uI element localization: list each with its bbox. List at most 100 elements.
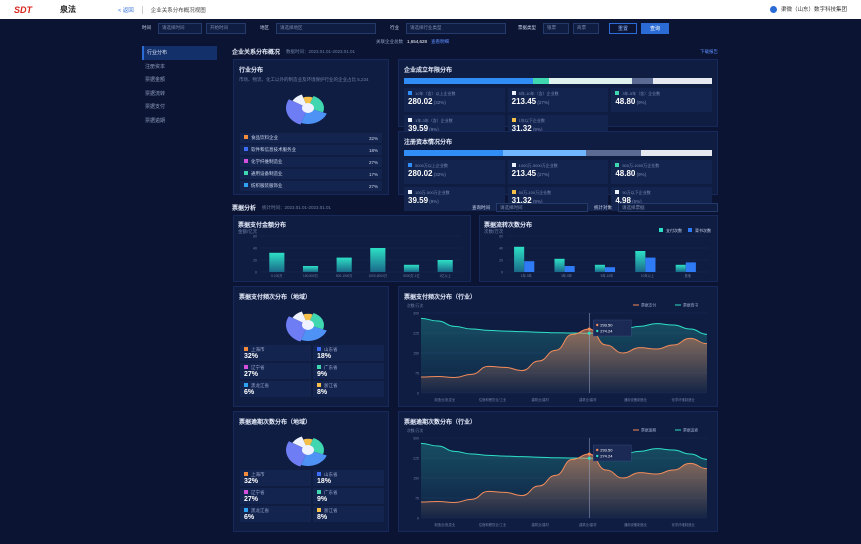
overdue-industry-title: 票据逾期次数分布（行业）	[404, 420, 477, 426]
industry-desc: 市场、物流、化工以外的制造业及环境保护行业的企业占比 5,234	[239, 77, 369, 82]
pay-amount-title: 票据支付金额分布	[238, 223, 287, 229]
stat-label-text: 500万-1000万企业数	[622, 163, 660, 168]
filter-label-bill-type: 票据类型	[518, 25, 536, 30]
brand-name: 泉法	[60, 5, 76, 14]
y-tick-label: 150	[413, 352, 419, 356]
stat-value: 280.02	[408, 97, 433, 106]
bill-time-select[interactable]: 请选择时间	[496, 203, 588, 212]
sidebar-item-industry[interactable]: 行业分布	[142, 46, 217, 60]
pay-region-title: 票据支付频次分布（地域）	[239, 295, 312, 301]
region-cell: 浙江省 8%	[313, 381, 384, 397]
x-tick-label: 建筑业/建材	[579, 397, 597, 402]
founded-stacked-bar	[404, 78, 712, 84]
sidebar-item-transfer[interactable]: 票据流转	[145, 90, 166, 97]
bar-seg	[585, 150, 642, 156]
series-line	[420, 317, 708, 335]
stat-value: 48.80	[615, 97, 636, 106]
transfer-unit: 次数/万次	[484, 229, 504, 234]
capital-title: 注册资本情况分布	[404, 140, 453, 146]
hover-point	[587, 331, 591, 335]
bill-filter-label-1: 查询时间	[472, 204, 490, 210]
y-tick-label: 0	[255, 271, 257, 275]
stat-percent: (9%)	[531, 199, 543, 204]
bill-object-select[interactable]: 请选择票据	[618, 203, 718, 212]
stat-label: 5000万以上企业数	[408, 163, 501, 169]
reset-button[interactable]: 重置	[609, 22, 638, 34]
transfer-panel: 票据流转次数分布 次数/万次 支付次数 背书次数 0 20 40 60 1年-3年 3年-…	[479, 215, 718, 282]
pie-center	[302, 445, 314, 455]
time-end-select[interactable]: 开始时间	[206, 22, 246, 34]
region-value: 32%	[244, 353, 259, 360]
region-cell: 上海市 32%	[240, 470, 311, 486]
series-line	[420, 453, 708, 504]
sidebar-item-capital[interactable]: 注册资本	[145, 63, 166, 70]
bar	[524, 261, 535, 272]
filter-bar: 时间 请选择时间 开始时间 地区 请选择地区 行业 请选择行业类型 票据类型 银…	[142, 22, 722, 34]
bill-type-bank[interactable]: 银票	[543, 22, 569, 34]
stat-value-row: 48.80 (9%)	[615, 169, 708, 178]
stat-swatch	[408, 163, 412, 167]
y-tick-label: 225	[413, 457, 419, 461]
bar	[269, 252, 285, 272]
y-tick-label: 60	[253, 235, 257, 239]
y-tick-label: 225	[413, 332, 419, 336]
bar	[514, 246, 525, 272]
time-start-select[interactable]: 请选择时间	[158, 22, 202, 34]
region-swatch	[244, 490, 248, 494]
industry-legend-row: 食品饮料企业 32%	[240, 133, 382, 143]
legend-item: 化学纤维制造业	[244, 159, 283, 165]
pay-industry-panel: 票据支付频次分布（行业） 次数/万次 票据支付 票据背书 0 75 150 225 300 29…	[398, 286, 718, 407]
bar	[302, 266, 319, 272]
stat-label-text: 1年以下企业数	[518, 118, 545, 123]
region-cell: 广东省 9%	[313, 363, 384, 379]
region-select[interactable]: 请选择地区	[276, 22, 376, 34]
download-report-link[interactable]: 下载报告	[700, 48, 718, 54]
region-name-row: 浙江省	[317, 383, 380, 389]
stat-swatch	[615, 91, 620, 95]
y-tick-label: 75	[415, 497, 419, 501]
x-tick-label: 0-100万	[271, 274, 282, 278]
founded-panel: 企业成立年限分布 10年（含）以上企业数 280.02 (32%) 5年-10年（含…	[398, 59, 718, 139]
sidebar-item-payment[interactable]: 票据支付	[145, 104, 166, 111]
sidebar-item-amount[interactable]: 票据金额	[145, 77, 166, 84]
region-value: 18%	[317, 353, 332, 360]
query-button[interactable]: 查询	[641, 22, 670, 34]
overview-title: 企业关系分布概况	[232, 50, 281, 56]
pay-region-panel: 票据支付频次分布（地域） 上海市 32% 山东省 18% 辽宁省 27% 广东省 9% 黑龙江省…	[233, 286, 389, 407]
stat-value-row: 280.02 (32%)	[408, 169, 501, 178]
user-icon	[769, 5, 777, 13]
stat-percent: (9%)	[428, 127, 439, 132]
total-detail-link[interactable]: 查看明细	[431, 39, 450, 44]
region-cell: 黑龙江省 6%	[240, 381, 311, 397]
stat-value-row: 48.80 (9%)	[615, 97, 708, 106]
pay-amount-chart: 0 20 40 60 0-100万 100-500万 500-1000万 1000-5000万…	[253, 235, 462, 278]
region-value: 6%	[244, 389, 255, 396]
region-swatch	[317, 490, 321, 494]
region-swatch	[244, 383, 248, 387]
stat-percent: (5%)	[630, 199, 642, 204]
legend-item: 通用设备制造业	[244, 171, 283, 177]
industry-select[interactable]: 请选择行业类型	[406, 22, 506, 34]
bar-seg	[653, 78, 712, 84]
region-swatch	[244, 347, 248, 351]
legend-swatch	[244, 135, 248, 139]
region-name: 黑龙江省	[251, 508, 269, 513]
region-name: 黑龙江省	[251, 383, 269, 388]
legend-label: 软件和信息技术服务业	[251, 147, 296, 152]
back-link[interactable]: < 返回	[118, 7, 134, 14]
region-cell: 上海市 32%	[240, 345, 311, 361]
legend-label: 化学纤维制造业	[251, 159, 283, 164]
x-tick-label: 通用设备制造业	[624, 522, 648, 527]
region-name-row: 黑龙江省	[244, 508, 307, 514]
overview-date: 数据时间：2023.01.01-2023.01.01	[286, 48, 356, 54]
stat-value-row: 213.45 (27%)	[512, 97, 605, 106]
bill-type-commercial[interactable]: 商票	[573, 22, 599, 34]
legend-item: 支付次数	[659, 228, 682, 234]
sidebar-item-overdue[interactable]: 票据逾期	[145, 117, 166, 124]
region-name: 浙江省	[324, 383, 338, 388]
bill-header: 票据分析 统计时间：2023.01.01-2023.01.01 查询时间 请选择…	[232, 203, 718, 212]
filter-label-industry: 行业	[390, 25, 399, 30]
user-menu[interactable]: 渠微（山东）数字科技集团	[769, 5, 847, 13]
capital-stat: 1000万-5000万企业数 213.45 (27%)	[507, 160, 609, 184]
